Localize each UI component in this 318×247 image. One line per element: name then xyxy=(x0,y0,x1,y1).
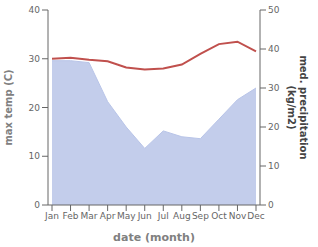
svg-text:Jul: Jul xyxy=(157,211,169,221)
svg-text:Sep: Sep xyxy=(192,211,209,221)
svg-text:10: 10 xyxy=(268,161,280,171)
svg-text:Jun: Jun xyxy=(137,211,152,221)
svg-text:Nov: Nov xyxy=(229,211,247,221)
svg-text:20: 20 xyxy=(268,122,280,132)
svg-text:max temp (C): max temp (C) xyxy=(8,69,14,145)
svg-text:0: 0 xyxy=(34,200,40,210)
svg-text:Oct: Oct xyxy=(211,211,227,221)
svg-text:0: 0 xyxy=(268,200,274,210)
svg-text:Aug: Aug xyxy=(173,211,191,221)
svg-text:40: 40 xyxy=(268,44,280,54)
svg-text:date (month): date (month) xyxy=(113,231,195,244)
svg-text:30: 30 xyxy=(29,54,41,64)
svg-text:50: 50 xyxy=(268,5,280,15)
svg-text:20: 20 xyxy=(29,103,41,113)
svg-text:Apr: Apr xyxy=(100,211,116,221)
svg-text:May: May xyxy=(117,211,136,221)
svg-text:Feb: Feb xyxy=(63,211,79,221)
svg-text:med. precipitation(kg/m2): med. precipitation(kg/m2) xyxy=(286,55,309,159)
svg-text:Jan: Jan xyxy=(44,211,59,221)
svg-text:40: 40 xyxy=(29,5,41,15)
svg-text:10: 10 xyxy=(29,151,41,161)
svg-text:Dec: Dec xyxy=(247,211,264,221)
svg-text:30: 30 xyxy=(268,83,280,93)
svg-text:Mar: Mar xyxy=(81,211,98,221)
